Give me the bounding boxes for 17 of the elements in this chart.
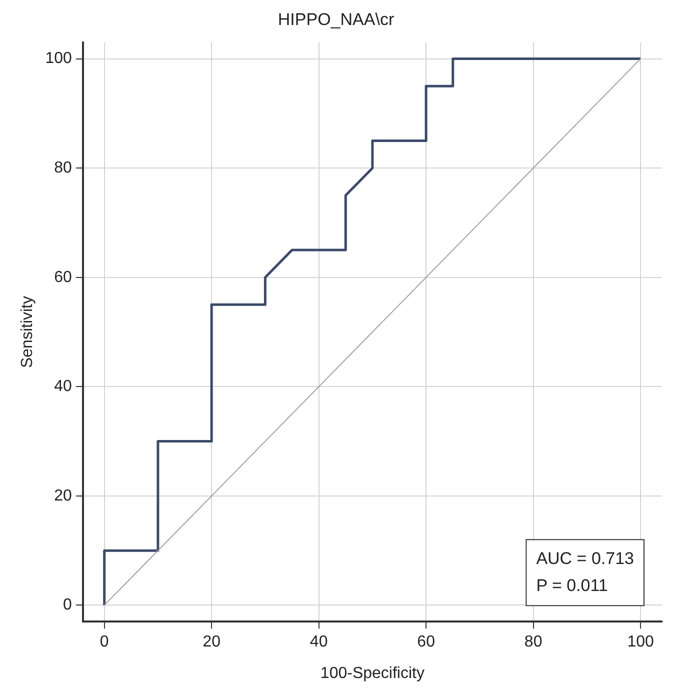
x-tick-label: 40 (310, 634, 328, 651)
x-tick-label: 80 (524, 634, 542, 651)
x-axis-title: 100-Specificity (320, 664, 424, 682)
x-tick-label: 0 (100, 634, 109, 651)
y-tick-label: 20 (54, 487, 72, 504)
y-tick-label: 80 (54, 159, 72, 176)
annotation: AUC = 0.713 (536, 548, 634, 568)
x-tick-label: 100 (627, 634, 654, 651)
y-tick-label: 100 (45, 50, 72, 68)
y-axis-title: Sensitivity (19, 296, 36, 368)
x-tick-label: 20 (202, 634, 221, 651)
annotation: P = 0.011 (536, 576, 608, 595)
x-tick-label: 60 (417, 634, 436, 651)
chart-title: HIPPO_NAA\cr (278, 10, 394, 29)
y-tick-label: 60 (54, 268, 72, 286)
y-tick-label: 0 (62, 596, 72, 614)
y-tick-label: 40 (54, 378, 72, 396)
